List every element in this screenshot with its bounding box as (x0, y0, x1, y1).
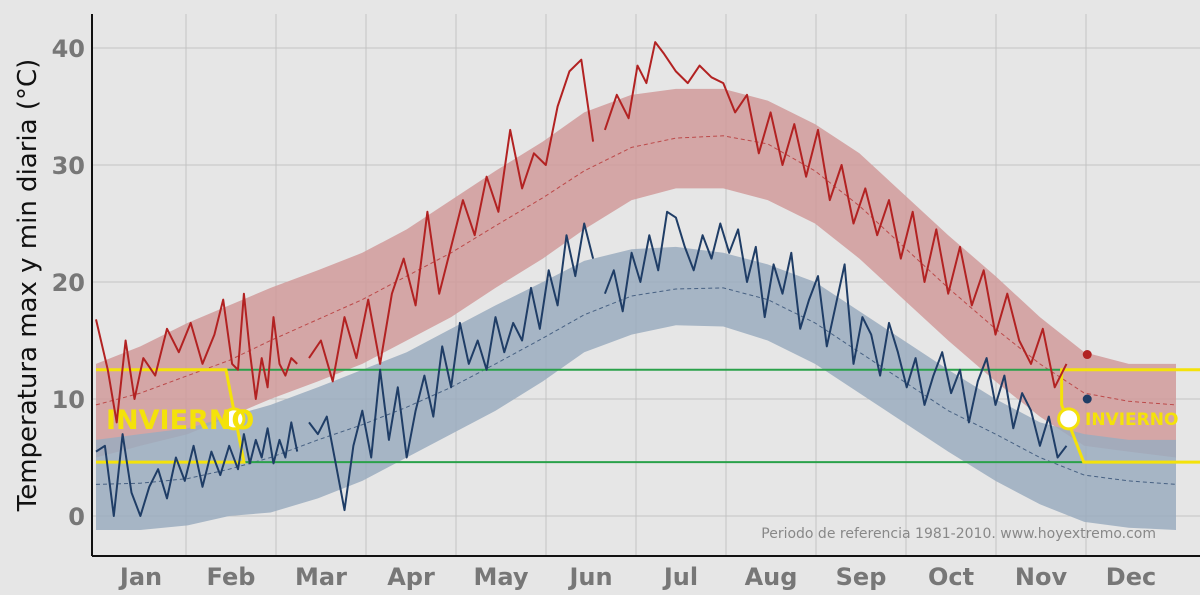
y-tick-label: 10 (52, 386, 85, 414)
min-temp-line (308, 222, 595, 512)
month-label: Jul (662, 563, 698, 591)
season-label-end: INVIERNO (1085, 410, 1178, 430)
month-label: Dec (1106, 563, 1156, 591)
season-markers: INVIERNO INVIERNO (96, 368, 1200, 464)
y-axis-label: Temperatura max y min diaria (°C) (13, 59, 43, 513)
max-temp-line (95, 292, 298, 424)
season-marker-end (1057, 407, 1081, 431)
min-temp-line (603, 210, 1068, 459)
month-label: Jan (118, 563, 162, 591)
max-temp-line (603, 41, 1068, 389)
month-labels: Jan Feb Mar Apr May Jun Jul Aug Sep Oct Nov Dec (118, 563, 1156, 591)
max-temp-line (308, 58, 595, 383)
reference-credit: Periodo de referencia 1981-2010. www.hoy… (761, 526, 1156, 542)
axes (91, 14, 1200, 557)
y-tick-label: 30 (52, 152, 85, 180)
latest-min-point (1082, 394, 1092, 404)
month-label: Oct (928, 563, 974, 591)
month-label: Sep (836, 563, 887, 591)
latest-max-point (1082, 350, 1092, 360)
data-series (95, 41, 1092, 517)
y-tick-label: 40 (52, 35, 85, 63)
season-marker-start (222, 407, 246, 431)
min-mean-line (95, 287, 1177, 485)
y-tick-label: 20 (52, 269, 85, 297)
month-label: Nov (1015, 563, 1068, 591)
month-label: May (474, 563, 529, 591)
month-label: Mar (295, 563, 347, 591)
min-temp-line (95, 421, 299, 517)
season-bracket-end (1060, 368, 1200, 464)
month-label: Feb (207, 563, 256, 591)
min-normal-band (96, 246, 1176, 530)
threshold-lines (96, 368, 1200, 464)
month-label: Aug (745, 563, 798, 591)
month-label: Apr (387, 563, 435, 591)
max-mean-line (95, 135, 1177, 406)
season-label-start: INVIERNO (106, 405, 254, 436)
month-label: Jun (567, 563, 612, 591)
y-tick-label: 0 (68, 503, 85, 531)
y-tick-labels: 0 10 20 30 40 (52, 35, 85, 531)
